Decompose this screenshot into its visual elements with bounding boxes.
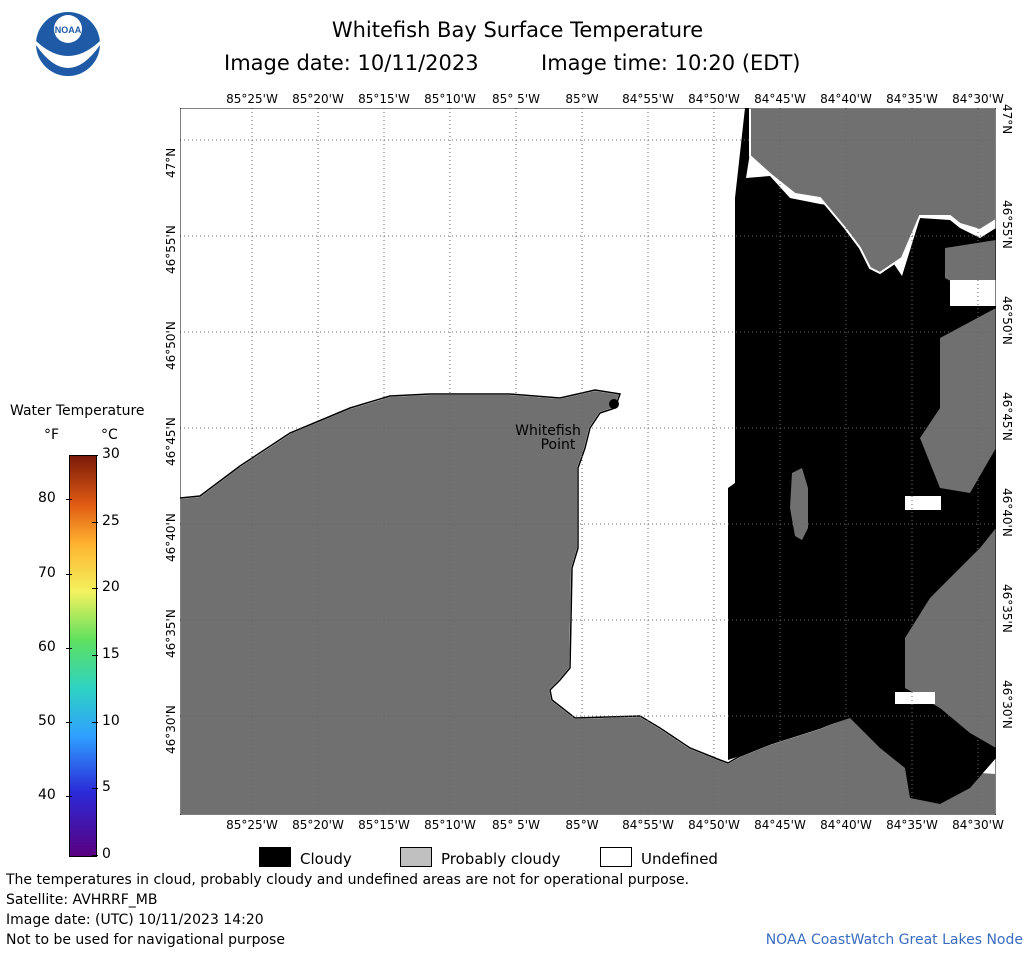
latitude-tick-label: 46°35'N — [164, 609, 178, 658]
longitude-tick-label: 85°25'W — [226, 818, 278, 832]
longitude-tick-label: 85°W — [565, 818, 599, 832]
legend-probably-cloudy-swatch — [400, 847, 432, 867]
latitude-tick-label: 46°35'N — [1000, 584, 1014, 633]
undefined-patch — [950, 280, 996, 306]
longitude-tick-label: 84°50'W — [688, 92, 740, 106]
colorbar-fahrenheit-label: 50 — [38, 712, 56, 729]
latitude-tick-label: 46°55'N — [164, 225, 178, 274]
undefined-patch — [895, 692, 935, 704]
legend-undefined-label: Undefined — [641, 850, 718, 868]
colorbar-title: Water Temperature — [10, 403, 145, 419]
logo-text: NOAA — [55, 25, 82, 35]
footer-satellite: Satellite: AVHRRF_MB — [6, 892, 158, 908]
latitude-tick-label: 47°N — [164, 147, 178, 178]
land-northeast — [749, 108, 996, 275]
whitefish-point-marker — [609, 399, 619, 409]
colorbar-fahrenheit-label: 70 — [38, 564, 56, 581]
colorbar-celsius-label: 25 — [102, 512, 120, 529]
longitude-tick-label: 84°45'W — [754, 92, 806, 106]
colorbar — [69, 455, 97, 857]
page-title: Whitefish Bay Surface Temperature — [331, 18, 704, 42]
colorbar-tick — [66, 795, 72, 797]
place-label: Whitefish — [515, 423, 581, 439]
footer-credit: NOAA CoastWatch Great Lakes Node — [765, 932, 1023, 948]
longitude-tick-label: 85°10'W — [424, 92, 476, 106]
longitude-tick-label: 85° 5'W — [492, 818, 540, 832]
colorbar-tick — [66, 499, 72, 501]
latitude-tick-label: 47°N — [1000, 104, 1014, 135]
longitude-tick-label: 84°30'W — [952, 92, 1004, 106]
land-east-b — [920, 308, 996, 493]
longitude-tick-label: 85° 5'W — [492, 92, 540, 106]
longitude-tick-label: 84°55'W — [622, 818, 674, 832]
longitude-tick-label: 84°35'W — [886, 818, 938, 832]
latitude-tick-label: 46°40'N — [164, 513, 178, 562]
latitude-tick-label: 46°30'N — [1000, 680, 1014, 729]
colorbar-celsius-label: 0 — [102, 846, 111, 862]
colorbar-fahrenheit-label: 60 — [38, 638, 56, 655]
latitude-tick-label: 46°30'N — [164, 705, 178, 754]
latitude-tick-label: 46°45'N — [164, 417, 178, 466]
longitude-tick-label: 84°30'W — [952, 818, 1004, 832]
colorbar-unit-f: °F — [44, 427, 60, 443]
legend-undefined-swatch — [600, 847, 632, 867]
footer-navigation-warning: Not to be used for navigational purpose — [6, 932, 285, 948]
colorbar-tick — [92, 721, 98, 723]
longitude-tick-label: 84°40'W — [820, 818, 872, 832]
latitude-tick-label: 46°55'N — [1000, 200, 1014, 249]
noaa-logo: NOAA — [36, 12, 100, 76]
land-east-a — [945, 240, 996, 286]
colorbar-celsius-label: 10 — [102, 712, 120, 729]
longitude-tick-label: 85°20'W — [292, 92, 344, 106]
legend-cloudy-swatch — [259, 847, 291, 867]
latitude-tick-label: 46°50'N — [164, 321, 178, 370]
colorbar-tick — [92, 655, 98, 656]
colorbar-tick — [92, 521, 98, 523]
image-time: Image time: 10:20 (EDT) — [541, 51, 801, 75]
colorbar-unit-c: °C — [101, 427, 118, 443]
colorbar-celsius-label: 15 — [102, 646, 120, 662]
longitude-tick-label: 85°20'W — [292, 818, 344, 832]
longitude-tick-label: 85°15'W — [358, 818, 410, 832]
longitude-tick-label: 84°35'W — [886, 92, 938, 106]
legend-cloudy-label: Cloudy — [300, 850, 352, 868]
undefined-patch — [905, 496, 941, 510]
land-island — [790, 468, 808, 540]
colorbar-tick — [92, 855, 98, 856]
longitude-tick-label: 84°40'W — [820, 92, 872, 106]
colorbar-tick — [66, 573, 72, 575]
colorbar-celsius-label: 30 — [102, 446, 120, 462]
longitude-tick-label: 84°55'W — [622, 92, 674, 106]
colorbar-celsius-label: 5 — [102, 779, 111, 796]
colorbar-tick — [92, 788, 98, 790]
latitude-tick-label: 46°40'N — [1000, 488, 1014, 537]
footer-disclaimer: The temperatures in cloud, probably clou… — [6, 872, 690, 888]
longitude-tick-label: 85°W — [565, 92, 599, 106]
colorbar-tick — [66, 647, 72, 649]
image-date: Image date: 10/11/2023 — [224, 51, 479, 75]
footer-utc-date: Image date: (UTC) 10/11/2023 14:20 — [6, 912, 264, 928]
graticule — [180, 108, 996, 815]
colorbar-tick — [92, 455, 98, 456]
longitude-tick-label: 85°25'W — [226, 92, 278, 106]
longitude-tick-label: 85°10'W — [424, 818, 476, 832]
longitude-tick-label: 85°15'W — [358, 92, 410, 106]
longitude-tick-label: 84°45'W — [754, 818, 806, 832]
latitude-tick-label: 46°45'N — [1000, 392, 1014, 441]
colorbar-tick — [66, 721, 72, 723]
colorbar-celsius-label: 20 — [102, 579, 120, 596]
legend-probably-cloudy-label: Probably cloudy — [441, 850, 561, 868]
colorbar-fahrenheit-label: 80 — [38, 490, 56, 507]
latitude-tick-label: 46°50'N — [1000, 296, 1014, 345]
map: Whitefish Point — [180, 108, 996, 815]
place-label: Point — [541, 437, 576, 453]
longitude-tick-label: 84°50'W — [688, 818, 740, 832]
colorbar-tick — [92, 588, 98, 590]
colorbar-fahrenheit-label: 40 — [38, 786, 56, 803]
